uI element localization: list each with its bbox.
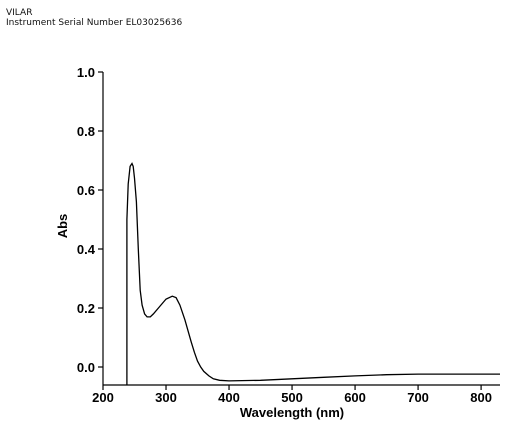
x-tick-label: 300 [155,390,177,405]
x-tick-label: 500 [281,390,303,405]
x-tick-label: 700 [407,390,429,405]
chart-axes [102,72,500,386]
x-axis-ticks: 200 300 400 500 600 700 800 [92,385,492,405]
y-axis-title: Abs [55,214,70,239]
y-tick-label: 0.0 [77,360,95,375]
y-tick-label: 0.6 [77,183,95,198]
y-tick-label: 0.4 [77,242,96,257]
y-axis-ticks: 0.0 0.2 0.4 0.6 0.8 1.0 [77,65,103,375]
x-axis-title: Wavelength (nm) [240,405,344,420]
y-tick-label: 0.2 [77,301,95,316]
instrument-header: VILAR Instrument Serial Number EL0302563… [6,8,182,28]
y-tick-label: 1.0 [77,65,95,80]
instrument-serial: Instrument Serial Number EL03025636 [6,18,183,28]
spectrum-line [126,162,500,385]
x-tick-label: 200 [92,390,114,405]
y-tick-label: 0.8 [77,124,95,139]
x-tick-label: 800 [470,390,492,405]
x-tick-label: 400 [218,390,240,405]
x-tick-label: 600 [344,390,366,405]
instrument-name: VILAR [6,8,33,18]
